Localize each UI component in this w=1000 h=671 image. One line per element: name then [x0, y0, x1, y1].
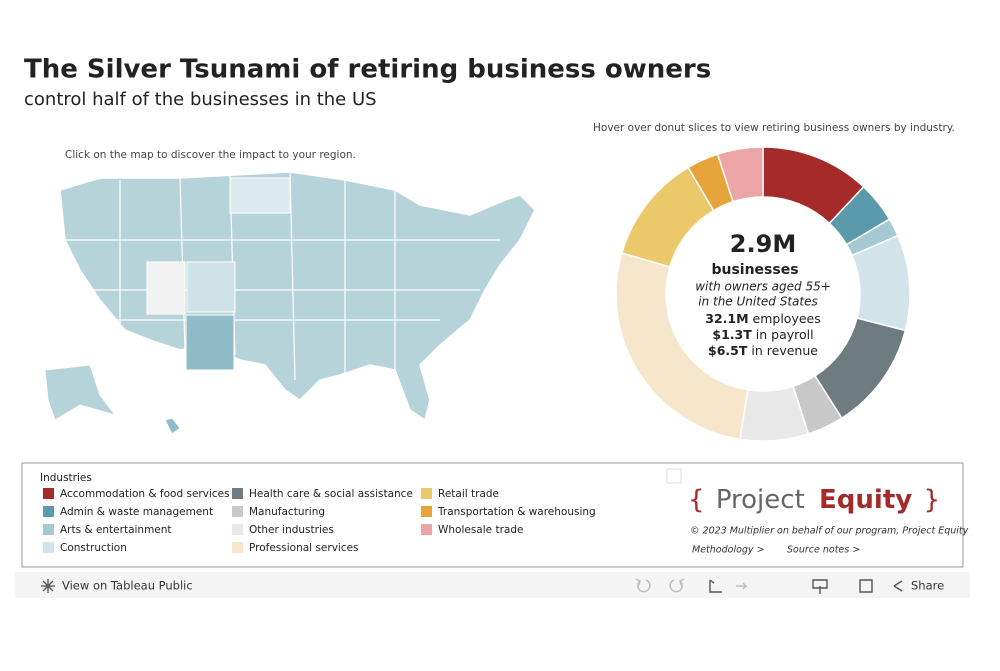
stat-value: 32.1M: [705, 311, 748, 326]
legend-swatch: [232, 506, 243, 517]
stat-label: in revenue: [751, 343, 818, 358]
hawaii[interactable]: [164, 417, 181, 435]
legend-swatch: [43, 488, 54, 499]
stat-value: $1.3T: [712, 327, 752, 342]
link-sources[interactable]: Source notes >: [787, 545, 860, 556]
legend-label: Arts & entertainment: [60, 524, 172, 536]
center-line: in the United States: [698, 295, 818, 309]
donut-chart: [615, 146, 911, 442]
legend-swatch: [43, 506, 54, 517]
logo-placeholder: [666, 468, 682, 484]
legend-swatch: [421, 524, 432, 535]
brand-equity: Equity: [819, 485, 912, 515]
legend-swatch: [232, 524, 243, 535]
state-north-dakota[interactable]: [229, 177, 291, 214]
redo-button[interactable]: [669, 578, 685, 593]
tableau-icon: [41, 579, 55, 593]
brand-brace: }: [923, 485, 940, 515]
brand-logo: { Project Equity }: [688, 485, 940, 515]
donut-slice[interactable]: [716, 146, 764, 203]
subtitle: control half of the businesses in the US: [24, 89, 377, 110]
state-colorado[interactable]: [186, 261, 236, 313]
legend-swatch: [43, 542, 54, 553]
share-button[interactable]: Share: [911, 579, 944, 593]
alaska[interactable]: [44, 364, 117, 421]
legend-swatch: [232, 542, 243, 553]
center-label: businesses: [711, 262, 798, 278]
share-icon: [893, 580, 903, 592]
credit: © 2023 Multiplier on behalf of our progr…: [690, 526, 969, 537]
legend-label: Wholesale trade: [438, 524, 523, 536]
center-value: 2.9M: [730, 230, 796, 258]
undo-button[interactable]: [635, 578, 651, 593]
center-stat: $6.5T in revenue: [708, 343, 818, 358]
legend-title: Industries: [40, 472, 92, 484]
contiguous-states[interactable]: [59, 171, 536, 422]
center-stats: 32.1M employees$1.3T in payroll$6.5T in rev…: [705, 311, 821, 358]
stat-value: $6.5T: [708, 343, 748, 358]
state-new-mexico[interactable]: [185, 314, 235, 371]
center-line: with owners aged 55+: [695, 280, 831, 294]
fullscreen-button[interactable]: [859, 579, 873, 593]
legend-label: Other industries: [249, 524, 334, 536]
state-utah[interactable]: [146, 261, 186, 315]
legend-box: [21, 462, 964, 568]
legend-swatch: [43, 524, 54, 535]
legend-swatch: [232, 488, 243, 499]
toolbar: [15, 572, 970, 598]
legend-label: Professional services: [249, 542, 359, 554]
download-button[interactable]: [812, 579, 828, 594]
legend-label: Manufacturing: [249, 506, 325, 518]
brand-brace: {: [688, 485, 705, 515]
us-map[interactable]: [44, 171, 536, 435]
link-methodology[interactable]: Methodology >: [692, 545, 765, 556]
center-stat: $1.3T in payroll: [712, 327, 813, 342]
legend-label: Construction: [60, 542, 127, 554]
legend-label: Transportation & warehousing: [437, 506, 596, 518]
legend-label: Retail trade: [438, 488, 499, 500]
legend-label: Admin & waste management: [60, 506, 213, 518]
legend: Accommodation & food services Admin & was…: [43, 488, 596, 554]
center-stat: 32.1M employees: [705, 311, 821, 326]
legend-label: Accommodation & food services: [60, 488, 230, 500]
title: The Silver Tsunami of retiring business …: [24, 55, 711, 85]
donut-instruction: Hover over donut slices to view retiring…: [593, 122, 955, 134]
stat-label: in payroll: [756, 327, 814, 342]
legend-swatch: [421, 506, 432, 517]
map-instruction: Click on the map to discover the impact …: [65, 149, 356, 161]
legend-swatch: [421, 488, 432, 499]
stat-label: employees: [753, 311, 821, 326]
refresh-button[interactable]: [736, 582, 748, 590]
toolbar-icons: [635, 578, 903, 594]
view-on-tableau[interactable]: View on Tableau Public: [62, 579, 193, 593]
revert-button[interactable]: [709, 579, 722, 593]
brand-project: Project: [716, 485, 805, 515]
legend-label: Health care & social assistance: [249, 488, 413, 500]
